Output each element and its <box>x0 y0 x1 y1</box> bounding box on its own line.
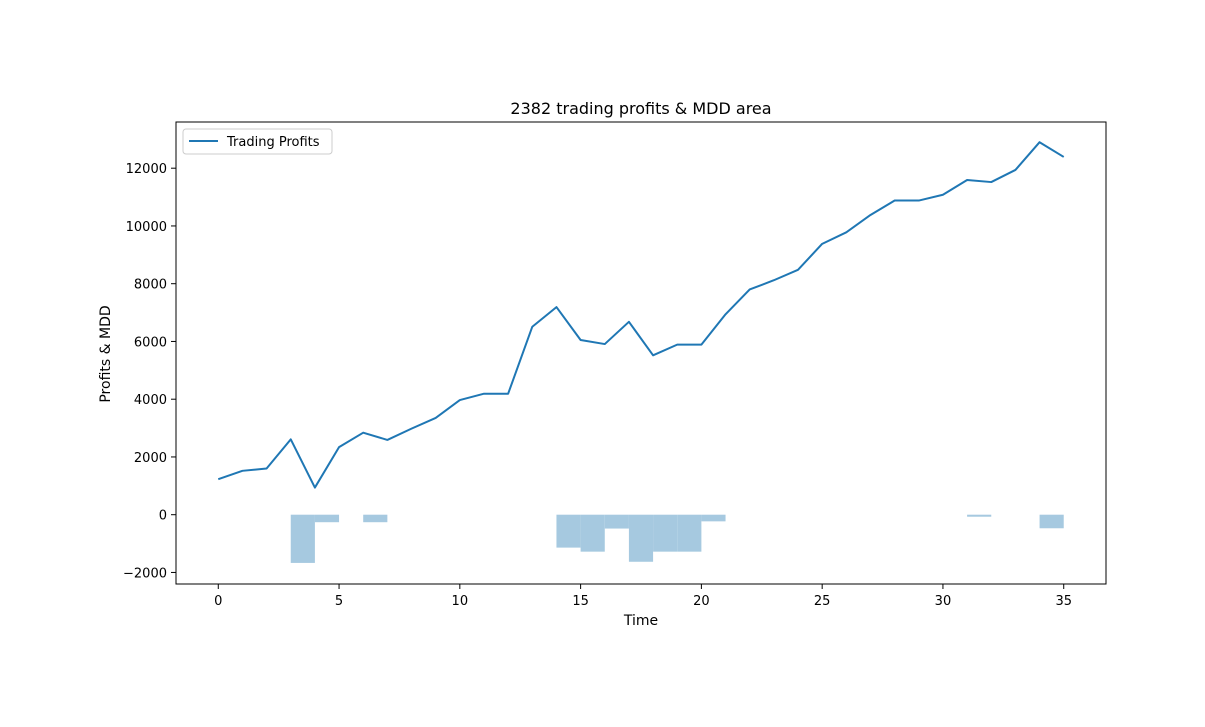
x-tick-label: 10 <box>452 594 469 609</box>
y-tick-label: 0 <box>159 509 167 524</box>
x-tick-label: 15 <box>572 594 589 609</box>
legend: Trading Profits <box>182 128 333 155</box>
mdd-bar <box>314 514 340 523</box>
y-tick-label: −2000 <box>123 566 167 581</box>
profits-line-layer <box>217 141 1065 489</box>
y-axis-ticks: −2000 0 2000 4000 6000 8000 10000 12000 <box>123 162 176 581</box>
x-tick-label: 0 <box>214 594 222 609</box>
mdd-bar <box>628 514 654 562</box>
trading-profits-line <box>217 141 1065 489</box>
x-axis-ticks: 0 5 10 15 20 25 30 35 <box>214 584 1072 609</box>
x-axis-label: Time <box>623 613 658 629</box>
legend-label-trading-profits: Trading Profits <box>226 135 320 150</box>
mdd-bar <box>363 514 388 523</box>
mdd-area <box>290 514 1064 563</box>
mdd-bar <box>604 514 629 529</box>
legend-box <box>182 128 333 155</box>
y-tick-label: 12000 <box>126 162 167 177</box>
mdd-bar <box>556 514 581 548</box>
mdd-bar <box>967 514 992 517</box>
y-tick-label: 6000 <box>134 335 167 350</box>
mdd-bar <box>580 514 605 552</box>
x-tick-label: 35 <box>1055 594 1072 609</box>
x-tick-label: 30 <box>935 594 952 609</box>
y-tick-label: 4000 <box>134 393 167 408</box>
y-tick-label: 10000 <box>126 220 167 235</box>
mdd-bar <box>701 514 726 522</box>
mdd-bar <box>1039 514 1064 529</box>
x-tick-label: 20 <box>693 594 710 609</box>
plot-frame <box>175 121 1107 585</box>
mdd-bar <box>290 514 315 563</box>
x-tick-label: 25 <box>814 594 831 609</box>
mdd-bar <box>653 514 678 552</box>
mdd-bar <box>677 514 702 552</box>
y-tick-label: 8000 <box>134 278 167 293</box>
y-axis-label: Profits & MDD <box>98 305 114 402</box>
y-tick-label: 2000 <box>134 451 167 466</box>
chart-title: 2382 trading profits & MDD area <box>510 99 771 118</box>
x-tick-label: 5 <box>335 594 343 609</box>
